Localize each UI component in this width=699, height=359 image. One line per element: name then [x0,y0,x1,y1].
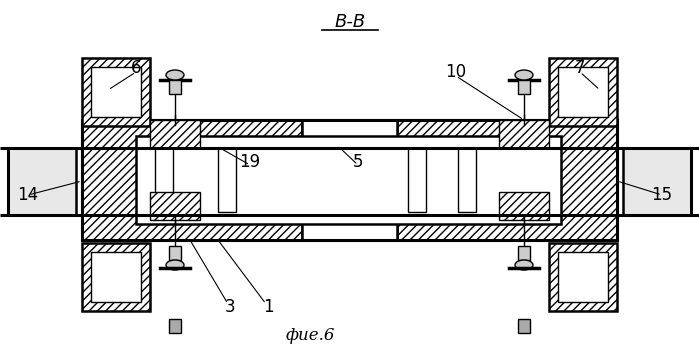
Bar [150,120,200,148]
Text: 15: 15 [651,186,672,204]
Bar [458,148,476,212]
Text: 19: 19 [240,153,261,171]
Text: В-В: В-В [334,13,366,31]
Bar [169,319,181,333]
Text: 7: 7 [575,59,585,77]
Bar [169,246,181,260]
Ellipse shape [166,260,184,270]
Ellipse shape [166,70,184,80]
Bar [408,148,426,212]
Text: фие.6: фие.6 [285,326,335,344]
Bar [91,67,141,117]
Bar [623,148,691,215]
Bar [82,243,150,311]
Bar [518,319,530,333]
Bar [8,148,76,215]
Text: 6: 6 [131,59,141,77]
Text: 10: 10 [445,63,466,81]
Bar [218,148,236,212]
Ellipse shape [515,260,533,270]
Bar [82,120,302,240]
Text: 5: 5 [353,153,363,171]
Ellipse shape [515,70,533,80]
Bar [518,246,530,260]
Bar [499,120,549,148]
Bar [549,58,617,126]
Bar [136,136,561,224]
Text: 1: 1 [263,298,273,316]
Bar [155,148,173,212]
Bar [82,58,150,126]
Bar [558,67,608,117]
Bar [518,80,530,94]
Bar [150,192,200,220]
Text: 3: 3 [224,298,236,316]
Bar [91,252,141,302]
Bar [82,120,617,240]
Bar [499,192,549,220]
Bar [549,243,617,311]
Text: 14: 14 [17,186,38,204]
Bar [558,252,608,302]
Bar [302,120,397,240]
Bar [82,120,617,240]
Bar [397,120,617,240]
Bar [169,80,181,94]
